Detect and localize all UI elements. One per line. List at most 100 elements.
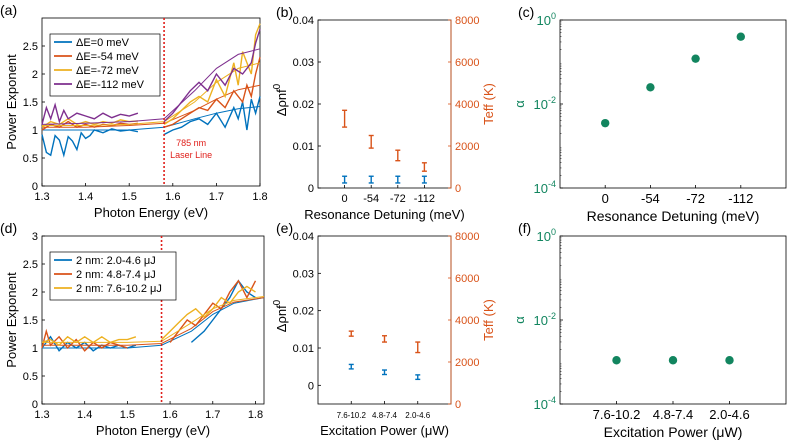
y-tick-label: 2.5	[23, 259, 38, 271]
data-point	[601, 118, 610, 128]
series-line-a-2	[163, 23, 261, 125]
y-axis-label: α	[512, 100, 527, 108]
y-left-tick-label: 0.01	[293, 343, 314, 355]
y-left-axis-label-main: Δρnf	[274, 305, 289, 332]
laser-line-label: 785 nm	[176, 138, 206, 148]
x-tick-label: 1.6	[165, 191, 180, 203]
fit-curve-a-1	[42, 84, 261, 128]
y-tick-label-exp: -2	[548, 311, 556, 321]
y-tick-label: 10-4	[534, 395, 556, 412]
x-axis-label: Excitation Power (μW)	[604, 424, 743, 440]
series-line-d-2	[161, 285, 256, 341]
x-tick-label: -112	[414, 193, 435, 205]
x-axis-label: Resonance Detuning (meV)	[587, 208, 760, 224]
fit-curve-a-0	[42, 106, 261, 131]
y-right-tick-label: 2000	[455, 357, 479, 369]
data-point	[725, 356, 734, 365]
panel-letter-f: (f)	[518, 220, 531, 236]
y-tick-label: 3	[32, 231, 38, 243]
y-tick-label: 10-4	[534, 179, 556, 196]
x-tick-label: 4.8-7.4	[372, 411, 397, 420]
y-tick-label: 10-2	[534, 311, 556, 328]
series-line-a-0	[163, 96, 261, 136]
y-tick-label-exp: 0	[551, 227, 556, 237]
y-tick-label: 1	[32, 125, 38, 137]
y-left-tick-label: 0.04	[293, 231, 314, 243]
fit-curve-d-0	[42, 297, 265, 349]
series-line-d-1	[169, 279, 257, 343]
y-axis-label: Power Exponent	[4, 54, 19, 150]
x-tick-label: -54	[641, 191, 660, 206]
data-point	[646, 83, 655, 92]
x-tick-label: 1.3	[34, 409, 49, 421]
panel-letter-e: (e)	[276, 220, 293, 236]
y-left-tick-label: 0.04	[293, 15, 314, 27]
panel-b: (b) 0 -54 -72 -112 0 0.01 0.02 0.03 0.04 0 2000 4000…	[272, 4, 496, 222]
laser-line-label: Laser Line	[170, 150, 212, 160]
x-tick-label: 2.0-4.6	[405, 411, 430, 420]
y-tick-label: 0.5	[23, 371, 38, 383]
y-tick-label: 10-2	[534, 95, 556, 112]
y-tick-label: 0	[32, 399, 38, 411]
series-line-d-2	[41, 335, 137, 347]
x-tick-label: 0	[342, 193, 348, 205]
y-axis-label: α	[512, 316, 527, 324]
y-tick-label-exp: -4	[548, 395, 556, 405]
y-right-tick-label: 2000	[455, 141, 479, 153]
panel-a: (a) 1.3 1.4 1.5 1.6 1.7 1.8 0 0.5 1 1.5 2 2.5 Photon …	[0, 2, 268, 220]
y-right-axis-label: Teff (K)	[481, 83, 496, 125]
plot-frame-f	[559, 235, 787, 405]
y-left-axis-label: Δρnf0	[272, 83, 289, 116]
y-right-tick-label: 8000	[455, 15, 479, 27]
x-tick-label: 1.7	[205, 409, 220, 421]
x-tick-label: 1.5	[122, 191, 137, 203]
y-left-axis-label-sup: 0	[272, 83, 283, 89]
plot-frame-c	[559, 19, 787, 189]
data-point	[612, 356, 621, 365]
y-right-tick-label: 0	[455, 183, 461, 195]
y-tick-label-base: 10	[534, 397, 548, 412]
y-tick-label-base: 10	[537, 229, 551, 244]
plot-frame-e	[317, 235, 452, 405]
y-tick-label: 2.5	[23, 41, 38, 53]
data-point	[668, 356, 678, 365]
y-tick-label: 100	[537, 11, 556, 28]
y-tick-label-base: 10	[537, 13, 551, 28]
series-line-a-0	[41, 128, 139, 158]
y-left-tick-label: 0.03	[293, 57, 314, 69]
panel-letter-b: (b)	[276, 4, 293, 20]
y-left-tick-label: 0.02	[293, 306, 314, 318]
panel-f: (f)7.6-10.2 4.8-7.4 2.0-4.610-410-2100Exci…	[512, 220, 787, 440]
x-tick-label: -72	[686, 191, 705, 206]
y-left-axis-label-sup: 0	[272, 299, 283, 305]
x-axis-label: Resonance Detuning (meV)	[304, 207, 464, 222]
x-tick-label: 7.6-10.2	[593, 407, 641, 422]
panel-letter-c: (c)	[518, 4, 534, 20]
x-tick-label: 1.7	[209, 191, 224, 203]
y-tick-label: 0	[32, 181, 38, 193]
y-tick-label-exp: -4	[548, 179, 556, 189]
x-tick-label: -54	[363, 193, 379, 205]
x-axis-label: Excitation Power (μW)	[320, 423, 449, 438]
y-tick-label-exp: -2	[548, 95, 556, 105]
y-left-axis-label-main: Δρnf	[274, 89, 289, 116]
series-line-a-1	[163, 57, 261, 128]
y-left-axis-label: Δρnf0	[272, 299, 289, 332]
y-tick-label: 100	[537, 227, 556, 244]
x-tick-label: 0	[602, 191, 609, 206]
legend-entry: ΔE=-72 meV	[76, 65, 139, 77]
fit-curve-a-2	[42, 62, 261, 126]
x-tick-label: -72	[390, 193, 406, 205]
x-tick-label: 1.6	[162, 409, 177, 421]
x-tick-label: 1.4	[78, 191, 93, 203]
y-tick-label: 2	[32, 287, 38, 299]
y-right-axis-label: Teff (K)	[481, 299, 496, 341]
y-right-tick-label: 8000	[455, 231, 479, 243]
series-line-a-3	[41, 102, 139, 125]
y-tick-label: 1.5	[23, 315, 38, 327]
legend-entry: ΔE=-112 meV	[76, 79, 145, 91]
legend-box	[49, 33, 161, 97]
x-tick-label: 1.8	[248, 409, 263, 421]
